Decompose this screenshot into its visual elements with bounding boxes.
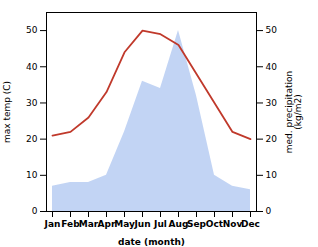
svg-text:40: 40 xyxy=(26,62,38,72)
svg-text:10: 10 xyxy=(266,170,278,180)
svg-text:date (month): date (month) xyxy=(118,237,185,247)
svg-text:30: 30 xyxy=(26,98,38,108)
svg-text:50: 50 xyxy=(266,25,278,35)
svg-text:Dec: Dec xyxy=(241,219,260,229)
svg-text:max temp (C): max temp (C) xyxy=(2,81,12,143)
svg-text:med. precipitation(kg/m2): med. precipitation(kg/m2) xyxy=(284,71,303,153)
svg-text:Jan: Jan xyxy=(44,219,61,229)
svg-text:Jun: Jun xyxy=(133,219,150,229)
svg-text:May: May xyxy=(114,219,135,229)
svg-text:Nov: Nov xyxy=(223,219,243,229)
svg-text:10: 10 xyxy=(26,170,38,180)
svg-text:Apr: Apr xyxy=(97,218,116,229)
svg-text:Mar: Mar xyxy=(79,219,99,229)
svg-text:0: 0 xyxy=(266,206,272,216)
svg-text:Jul: Jul xyxy=(153,219,167,229)
svg-text:Sep: Sep xyxy=(187,219,207,229)
svg-text:Feb: Feb xyxy=(61,219,80,229)
svg-text:50: 50 xyxy=(26,25,38,35)
svg-text:40: 40 xyxy=(266,62,278,72)
svg-text:Oct: Oct xyxy=(206,219,224,229)
svg-text:0: 0 xyxy=(32,206,38,216)
svg-text:20: 20 xyxy=(26,134,38,144)
svg-text:20: 20 xyxy=(266,134,278,144)
svg-text:30: 30 xyxy=(266,98,278,108)
svg-text:Aug: Aug xyxy=(169,219,189,229)
